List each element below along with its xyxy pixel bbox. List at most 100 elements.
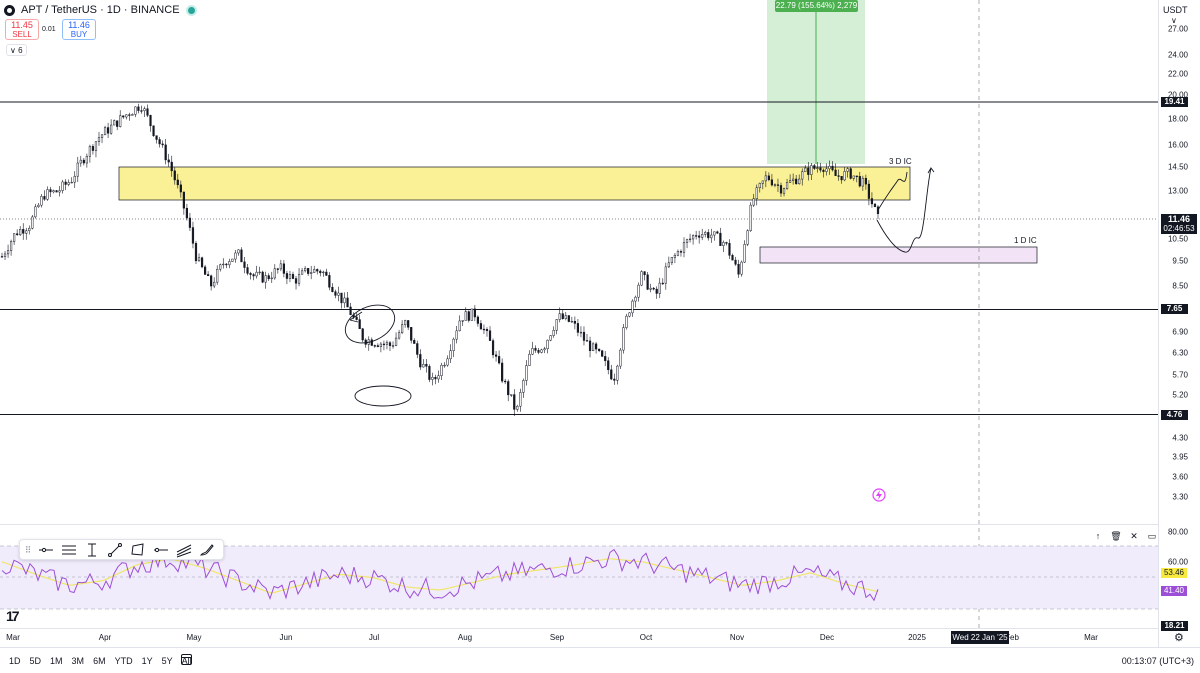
- projection-path-b[interactable]: [876, 166, 935, 253]
- candle-body: [501, 362, 504, 382]
- candle-body: [610, 369, 613, 380]
- candle-body: [3, 253, 7, 257]
- candle-body: [434, 377, 437, 380]
- candle-body: [252, 274, 255, 277]
- candle-body: [482, 328, 486, 331]
- current-price-tag: 11.46 02:46:53: [1161, 214, 1197, 234]
- candle-body: [122, 115, 125, 118]
- candle-body: [619, 349, 622, 367]
- range-button-1y[interactable]: 1Y: [141, 656, 153, 666]
- candle-body: [297, 273, 301, 284]
- candle-body: [134, 106, 137, 115]
- price-axis-label: 3.95: [1172, 452, 1188, 462]
- close-icon[interactable]: ✕: [1130, 531, 1138, 541]
- candle-body: [282, 263, 285, 274]
- range-button-5d[interactable]: 5D: [29, 656, 42, 666]
- candle-body: [140, 110, 143, 112]
- maximize-icon[interactable]: ▭: [1147, 531, 1157, 541]
- candle-body: [346, 297, 349, 308]
- price-axis-label: 9.50: [1172, 256, 1188, 266]
- candle-body: [846, 168, 849, 172]
- candle-body: [682, 242, 686, 253]
- candle-body: [243, 261, 246, 268]
- trash-icon[interactable]: 🗑: [1110, 531, 1122, 541]
- candle-body: [719, 232, 722, 246]
- candle-body: [601, 350, 604, 357]
- candle-body: [300, 270, 304, 275]
- candle-body: [158, 139, 161, 145]
- candle-body: [516, 405, 519, 410]
- candle-body: [385, 342, 389, 345]
- indicators-toggle[interactable]: ∨ 6: [6, 44, 27, 56]
- candle-body: [94, 141, 98, 151]
- candlestick-series[interactable]: [0, 103, 880, 417]
- trend-line-tool[interactable]: [103, 541, 126, 559]
- candle-body: [61, 181, 64, 191]
- position-label: 22.79 (155.64%) 2,279: [775, 1, 858, 10]
- candle-body: [179, 184, 182, 193]
- polygon-tool[interactable]: [126, 541, 149, 559]
- range-button-5y[interactable]: 5Y: [161, 656, 173, 666]
- candle-body: [676, 251, 680, 256]
- candle-body: [704, 232, 707, 235]
- fib-channel-tool[interactable]: [172, 541, 195, 559]
- spread-value: 0.01: [42, 26, 56, 33]
- range-button-6m[interactable]: 6M: [93, 656, 106, 666]
- currency-selector[interactable]: USDT ∨: [1163, 5, 1200, 25]
- candle-body: [334, 291, 337, 296]
- zone-1d-ic[interactable]: [759, 246, 1038, 264]
- candle-body: [564, 315, 567, 319]
- range-button-3m[interactable]: 3M: [71, 656, 85, 666]
- arrow-up-icon[interactable]: ↑: [1095, 531, 1101, 541]
- candle-body: [731, 255, 734, 261]
- candle-body: [485, 329, 489, 331]
- range-button-1d[interactable]: 1D: [9, 656, 21, 666]
- candle-body: [128, 114, 131, 116]
- parallel-channel-tool[interactable]: [57, 541, 80, 559]
- time-axis-label: Mar: [6, 633, 20, 642]
- brush-tool[interactable]: [195, 541, 218, 559]
- sell-button[interactable]: 11.45 SELL: [5, 19, 39, 40]
- lightning-icon[interactable]: [872, 488, 886, 502]
- range-button-ytd[interactable]: YTD: [114, 656, 133, 666]
- symbol-title[interactable]: APT / TetherUS · 1D · BINANCE: [21, 4, 180, 16]
- candle-body: [534, 348, 537, 351]
- drawn-ellipse-upper[interactable]: [339, 298, 400, 351]
- candle-body: [155, 135, 158, 140]
- text-tool[interactable]: [80, 541, 103, 559]
- timezone-clock[interactable]: 00:13:07 (UTC+3): [1121, 656, 1194, 666]
- candle-body: [119, 115, 122, 127]
- candle-body: [70, 181, 73, 184]
- range-button-1m[interactable]: 1M: [50, 656, 63, 666]
- buy-button[interactable]: 11.46 BUY: [62, 19, 96, 40]
- calendar-icon[interactable]: [181, 654, 192, 665]
- drawn-ellipse-lower[interactable]: [354, 385, 412, 407]
- range-button-all[interactable]: All: [181, 656, 192, 666]
- candle-body: [770, 179, 774, 186]
- drag-handle-icon[interactable]: ⠿: [24, 544, 32, 555]
- candle-body: [840, 176, 843, 181]
- bar-countdown: 02:46:53: [1163, 224, 1195, 233]
- candle-body: [440, 364, 443, 376]
- tradingview-logo[interactable]: 17: [6, 608, 20, 624]
- candle-body: [688, 238, 692, 241]
- projection-path-a[interactable]: [877, 171, 908, 211]
- drawn-arrow-small[interactable]: [349, 311, 363, 323]
- candle-body: [404, 320, 407, 325]
- zone-3d-ic[interactable]: [118, 166, 911, 201]
- horizontal-line-tool[interactable]: [149, 541, 172, 559]
- parallel-channel-icon: [61, 545, 76, 554]
- candle-body: [837, 175, 840, 177]
- horizontal-ray-tool[interactable]: [34, 541, 57, 559]
- candle-body: [758, 183, 761, 188]
- candle-body: [558, 313, 561, 320]
- candle-body: [6, 250, 10, 255]
- time-axis-label: Mar: [1084, 633, 1098, 642]
- settings-gear-icon[interactable]: ⚙: [1174, 632, 1184, 644]
- symbol-header[interactable]: APT / TetherUS · 1D · BINANCE: [4, 2, 197, 18]
- price-axis-label: 22.00: [1167, 69, 1188, 79]
- candle-body: [373, 345, 376, 347]
- candle-body: [100, 134, 104, 138]
- candle-body: [746, 230, 749, 245]
